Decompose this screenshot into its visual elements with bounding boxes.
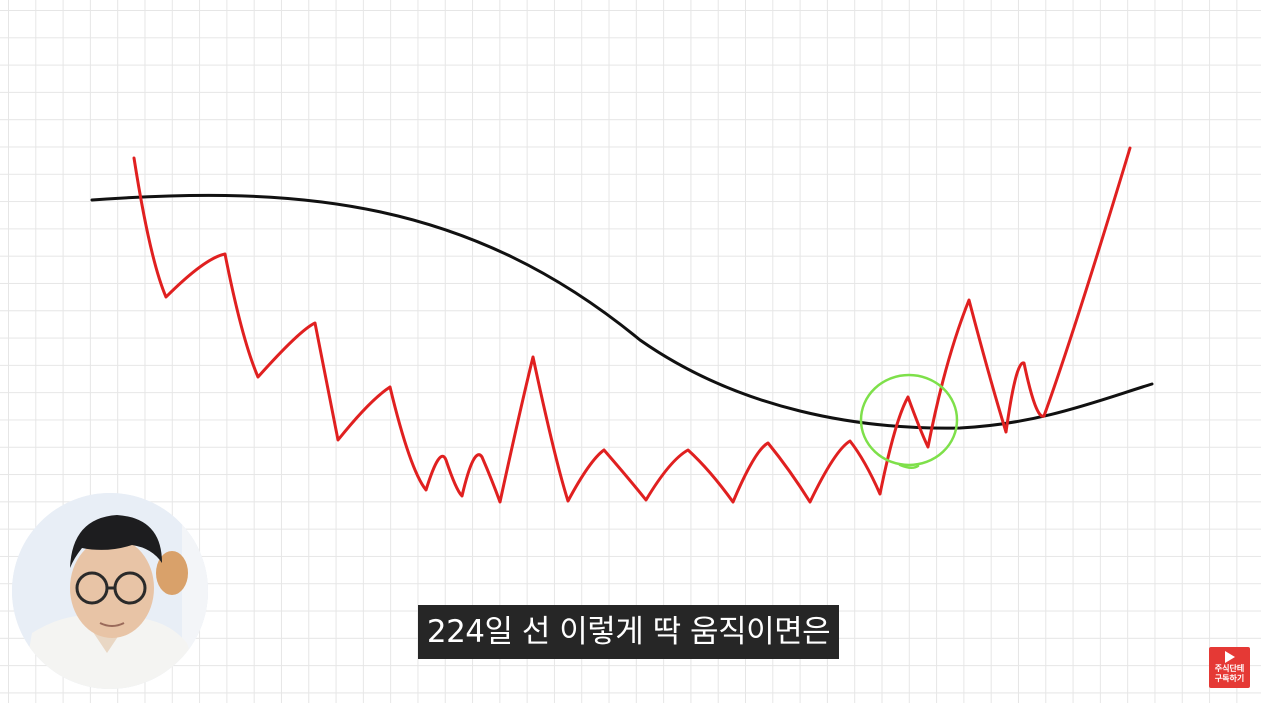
subscribe-button[interactable]: 주식단테 구독하기 — [1209, 647, 1250, 688]
highlight-circle-tail — [898, 463, 920, 469]
caption-subtitle: 224일 선 이렇게 딱 움직이면은 — [418, 605, 839, 659]
subscribe-label: 구독하기 — [1214, 674, 1245, 683]
presenter-avatar-icon — [12, 493, 208, 689]
moving-average-curve — [90, 193, 1154, 430]
subscribe-channel-name: 주식단테 — [1214, 664, 1245, 673]
play-icon — [1224, 651, 1235, 663]
highlight-circle — [859, 373, 959, 467]
price-line — [132, 146, 1132, 504]
webcam-overlay — [12, 493, 208, 689]
